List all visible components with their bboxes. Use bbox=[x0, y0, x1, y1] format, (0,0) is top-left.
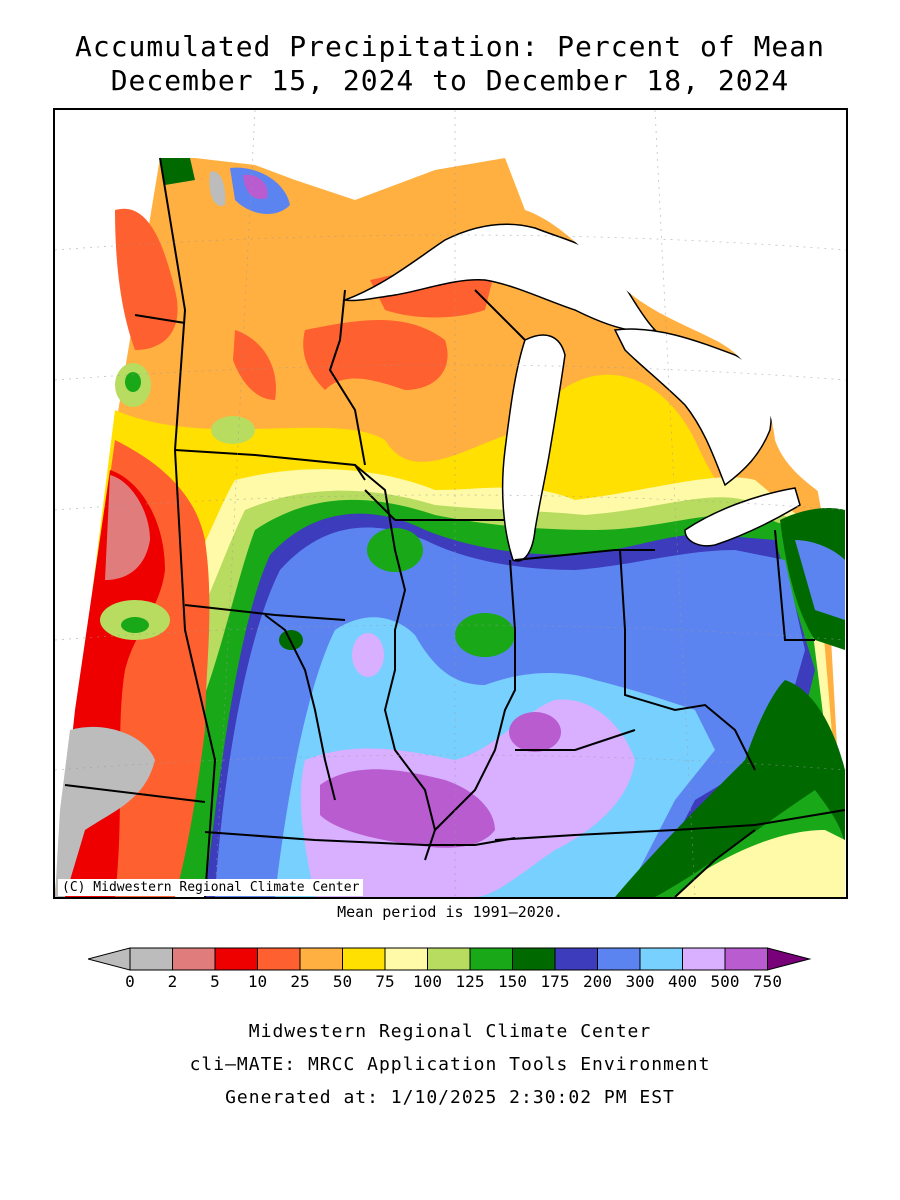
legend-swatch bbox=[469, 947, 513, 971]
legend-tick-label: 500 bbox=[711, 972, 740, 991]
lake-superior bbox=[342, 223, 657, 333]
lake-michigan bbox=[501, 334, 566, 562]
legend-swatch bbox=[129, 947, 173, 971]
legend-swatch bbox=[597, 947, 641, 971]
legend-swatch bbox=[427, 947, 471, 971]
field-purple-n bbox=[243, 174, 268, 200]
legend-swatch bbox=[257, 947, 301, 971]
field-dark-green-n bbox=[160, 158, 195, 185]
field-green-nw bbox=[125, 372, 141, 392]
field-purple-spot bbox=[509, 712, 561, 752]
field-green-west bbox=[121, 617, 149, 633]
field-pink-west bbox=[105, 475, 150, 580]
legend-tick-label: 0 bbox=[125, 972, 135, 991]
legend-swatch bbox=[214, 947, 258, 971]
legend-tick-label: 150 bbox=[498, 972, 527, 991]
legend-tick-label: 750 bbox=[753, 972, 782, 991]
legend-tick-label: 300 bbox=[626, 972, 655, 991]
legend-swatch bbox=[724, 947, 768, 971]
legend-tick-label: 50 bbox=[333, 972, 352, 991]
color-legend: 0 2 5 10 25 50 75 100 125 150 175 200 300 400 500 750 bbox=[86, 946, 818, 1000]
legend-tick-label: 100 bbox=[413, 972, 442, 991]
map-title: Accumulated Precipitation: Percent of Me… bbox=[74, 30, 825, 63]
legend-tick-label: 175 bbox=[541, 972, 570, 991]
legend-swatch bbox=[639, 947, 683, 971]
footer-org: Midwestern Regional Climate Center bbox=[248, 1021, 652, 1042]
field-yellow-green-mn bbox=[211, 416, 255, 444]
state-boundaries bbox=[64, 157, 846, 897]
field-gray-n bbox=[209, 171, 226, 206]
legend-swatch bbox=[342, 947, 386, 971]
legend-tick-label: 400 bbox=[668, 972, 697, 991]
field-green-pocket bbox=[455, 613, 515, 657]
legend-swatch bbox=[512, 947, 556, 971]
map-credit: (C) Midwestern Regional Climate Center bbox=[58, 879, 364, 896]
legend-tick-label: 2 bbox=[168, 972, 178, 991]
legend-arrow-high bbox=[767, 947, 812, 971]
field-lavender-spot bbox=[352, 633, 384, 677]
lake-erie bbox=[684, 487, 801, 547]
lake-huron bbox=[613, 328, 772, 487]
map-date-range: December 15, 2024 to December 18, 2024 bbox=[110, 64, 790, 97]
footer-tool: cli–MATE: MRCC Application Tools Environ… bbox=[189, 1054, 711, 1075]
canada-frame bbox=[55, 110, 846, 200]
legend-tick-label: 75 bbox=[375, 972, 394, 991]
field-light-yellow-se bbox=[675, 830, 845, 897]
legend-arrow-low bbox=[86, 947, 131, 971]
field-orange-red-north bbox=[115, 208, 178, 350]
legend-swatch bbox=[554, 947, 598, 971]
field-orange-red-mn bbox=[233, 330, 276, 400]
lake-ontario-frame bbox=[505, 158, 846, 510]
legend-swatch bbox=[299, 947, 343, 971]
field-gray-sw bbox=[55, 726, 155, 897]
graticule bbox=[55, 110, 846, 897]
legend-tick-label: 5 bbox=[210, 972, 220, 991]
field-purple bbox=[320, 769, 495, 848]
legend-swatch bbox=[384, 947, 428, 971]
mean-period-note: Mean period is 1991–2020. bbox=[337, 903, 563, 921]
legend-tick-label: 25 bbox=[290, 972, 309, 991]
precipitation-map: (C) Midwestern Regional Climate Center bbox=[53, 108, 848, 899]
legend-swatch bbox=[172, 947, 216, 971]
legend-tick-label: 125 bbox=[456, 972, 485, 991]
footer-generated: Generated at: 1/10/2025 2:30:02 PM EST bbox=[225, 1087, 675, 1108]
field-orange-red-ne-mn bbox=[303, 320, 448, 390]
legend-tick-label: 10 bbox=[248, 972, 267, 991]
legend-swatch bbox=[682, 947, 726, 971]
field-blue-ne bbox=[795, 540, 845, 620]
legend-tick-label: 200 bbox=[583, 972, 612, 991]
